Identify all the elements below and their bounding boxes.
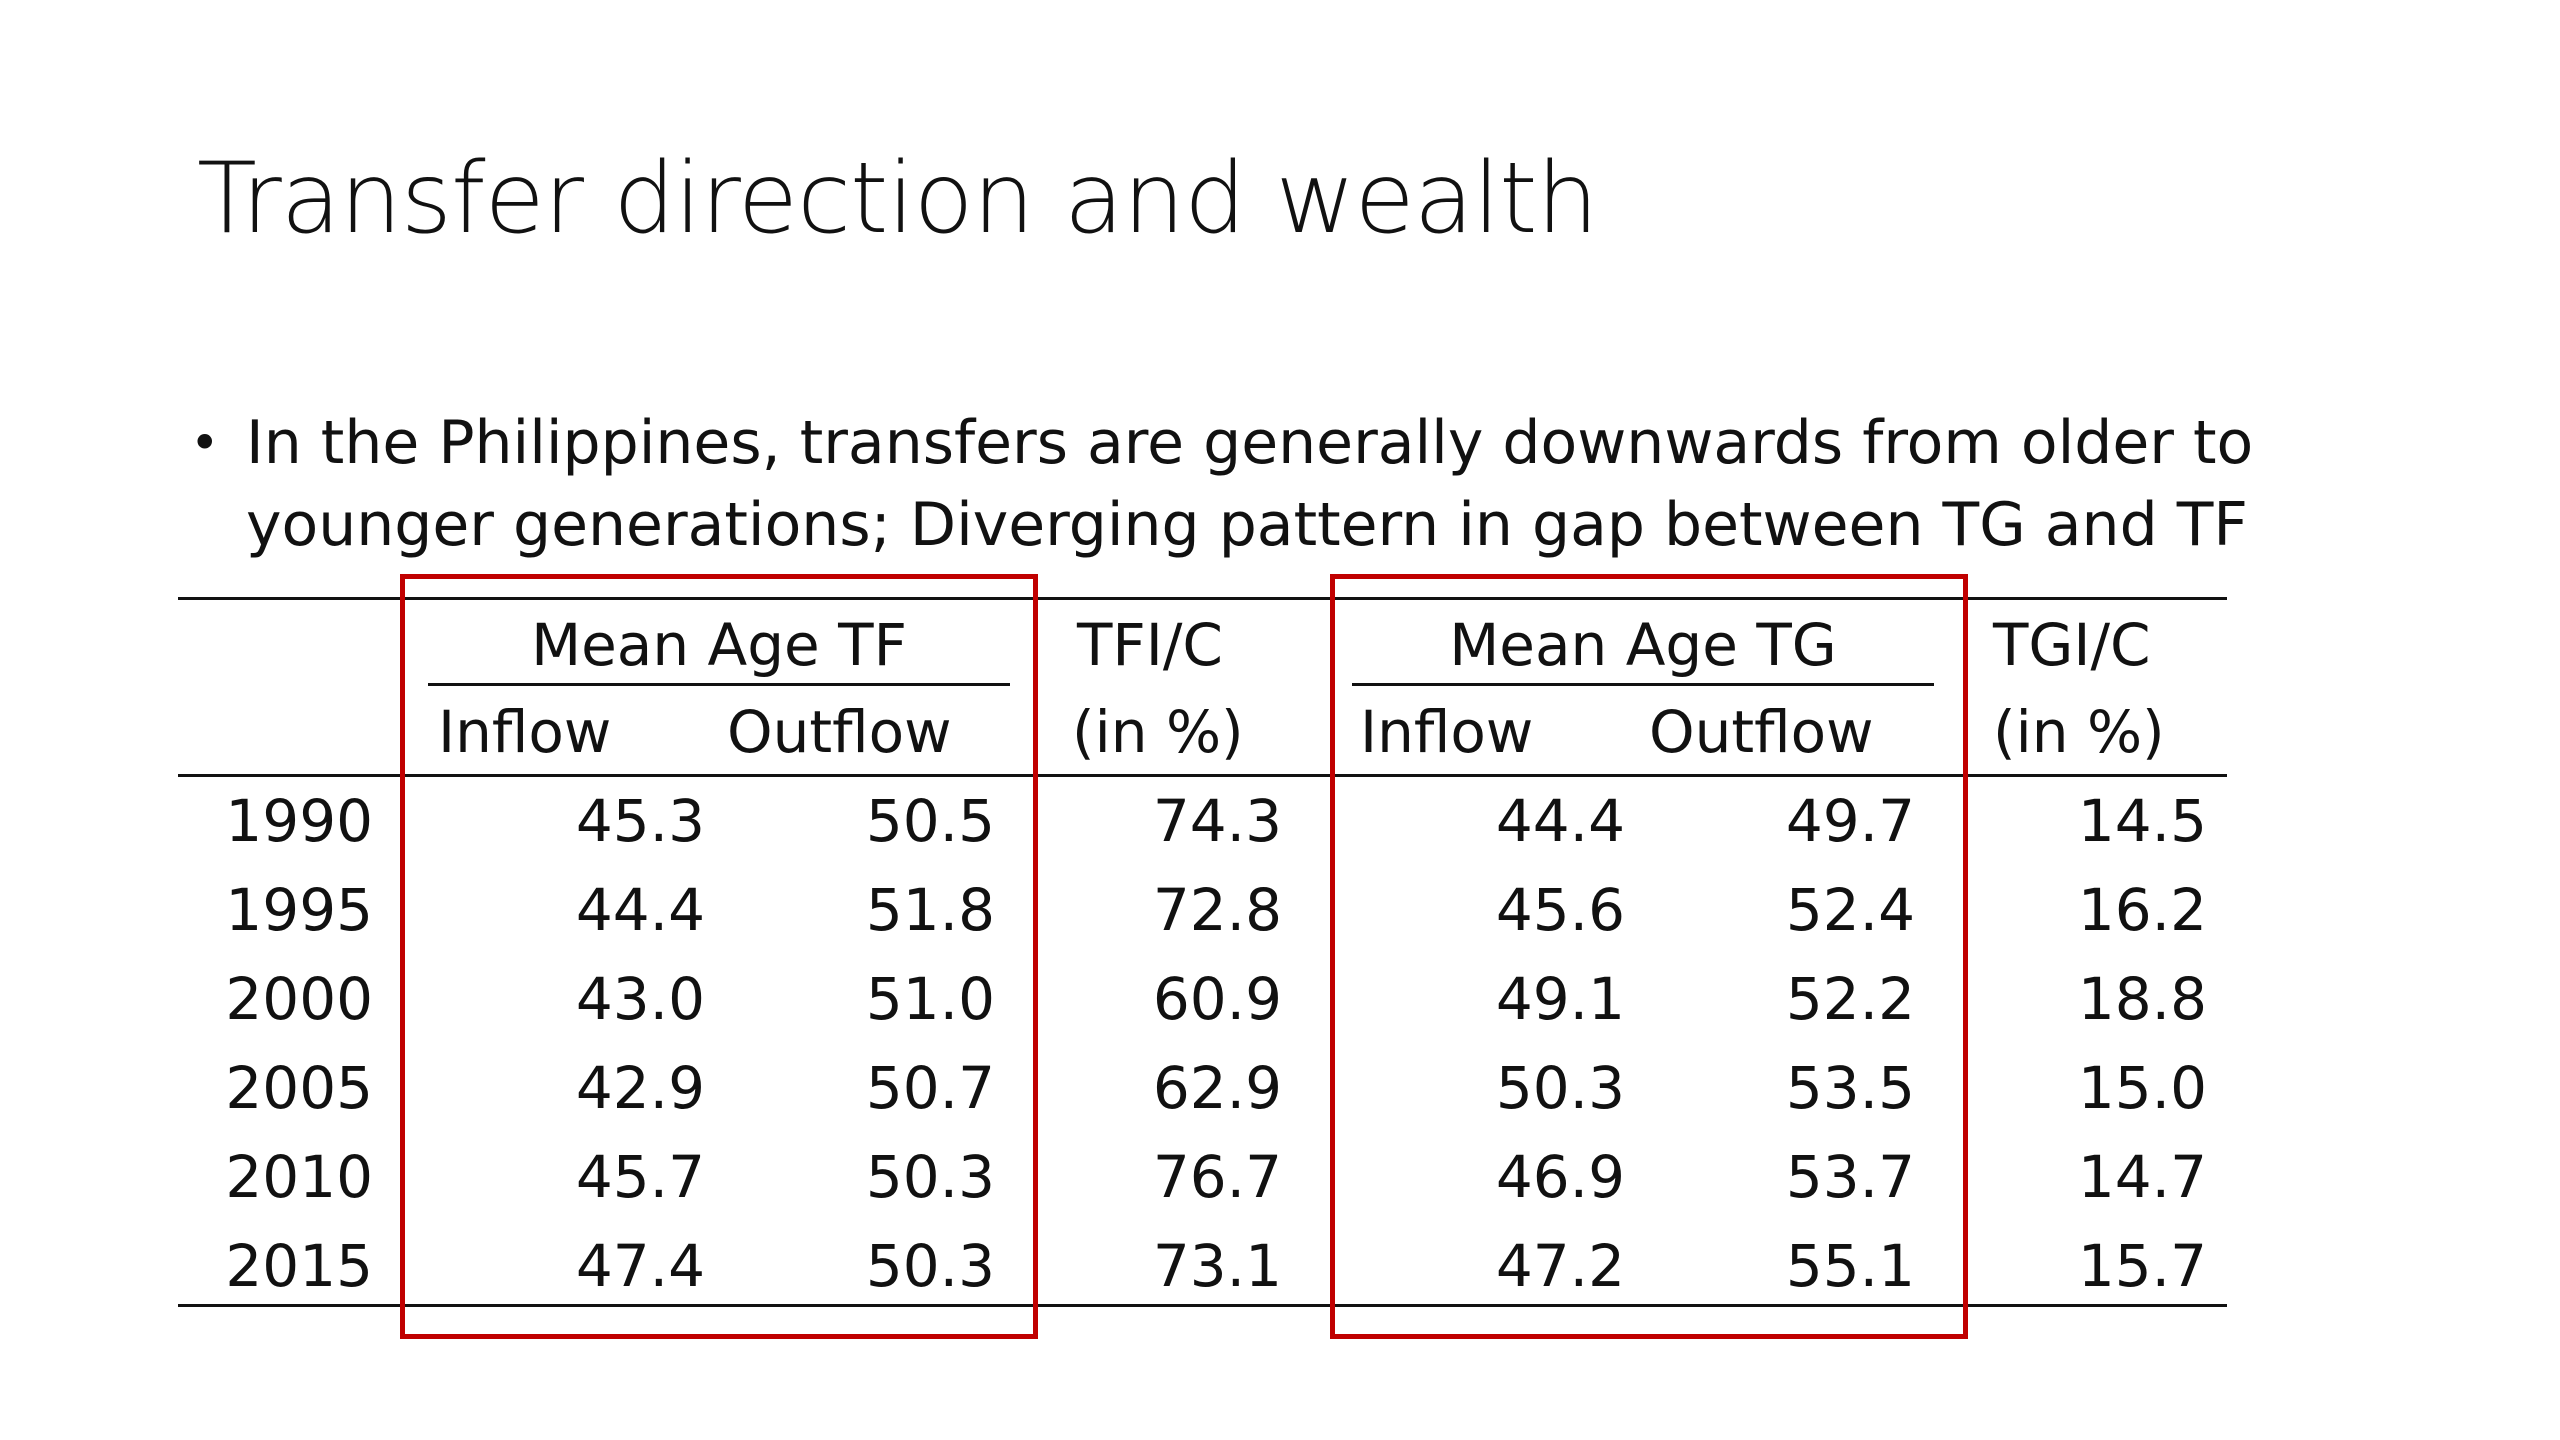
cell-tg-outflow: 53.7 xyxy=(1785,1143,1915,1211)
cell-tg-outflow: 52.4 xyxy=(1785,876,1915,944)
header-mean-age-tf: Mean Age TF xyxy=(531,611,907,679)
row-year: 2000 xyxy=(225,965,373,1033)
header-tg-inflow: Inflow xyxy=(1360,698,1534,766)
row-year: 2010 xyxy=(225,1143,373,1211)
cell-tf-inflow: 45.3 xyxy=(575,787,705,855)
cell-tf-outflow: 50.3 xyxy=(865,1143,995,1211)
cell-tfi-c: 72.8 xyxy=(1152,876,1282,944)
cell-tfi-c: 60.9 xyxy=(1152,965,1282,1033)
cell-tg-outflow: 55.1 xyxy=(1785,1232,1915,1300)
cell-tf-outflow: 50.3 xyxy=(865,1232,995,1300)
cell-tf-inflow: 47.4 xyxy=(575,1232,705,1300)
cell-tf-outflow: 51.0 xyxy=(865,965,995,1033)
header-tg-outflow: Outflow xyxy=(1649,698,1874,766)
cell-tg-inflow: 50.3 xyxy=(1495,1054,1625,1122)
tf-group-rule xyxy=(428,683,1010,686)
cell-tg-inflow: 47.2 xyxy=(1495,1232,1625,1300)
table-top-rule xyxy=(178,597,2227,600)
cell-tg-inflow: 44.4 xyxy=(1495,787,1625,855)
cell-tg-outflow: 52.2 xyxy=(1785,965,1915,1033)
row-year: 1995 xyxy=(225,876,373,944)
tg-group-rule xyxy=(1352,683,1934,686)
cell-tgi-c: 16.2 xyxy=(2077,876,2207,944)
bullet-marker: • xyxy=(190,414,220,472)
cell-tgi-c: 18.8 xyxy=(2077,965,2207,1033)
cell-tg-outflow: 53.5 xyxy=(1785,1054,1915,1122)
cell-tf-outflow: 51.8 xyxy=(865,876,995,944)
table-header-rule xyxy=(178,774,2227,777)
cell-tgi-c: 15.0 xyxy=(2077,1054,2207,1122)
bullet-text: In the Philippines, transfers are genera… xyxy=(246,408,2254,560)
cell-tfi-c: 73.1 xyxy=(1152,1232,1282,1300)
header-tgi-c-unit: (in %) xyxy=(1993,698,2165,766)
highlight-box-tg xyxy=(1330,574,1968,1339)
header-tfi-c-unit: (in %) xyxy=(1072,698,1244,766)
row-year: 2005 xyxy=(225,1054,373,1122)
cell-tf-outflow: 50.5 xyxy=(865,787,995,855)
cell-tg-outflow: 49.7 xyxy=(1785,787,1915,855)
cell-tgi-c: 14.5 xyxy=(2077,787,2207,855)
cell-tg-inflow: 49.1 xyxy=(1495,965,1625,1033)
table-bottom-rule xyxy=(178,1304,2227,1307)
row-year: 1990 xyxy=(225,787,373,855)
cell-tfi-c: 62.9 xyxy=(1152,1054,1282,1122)
cell-tgi-c: 15.7 xyxy=(2077,1232,2207,1300)
header-tf-inflow: Inflow xyxy=(438,698,612,766)
header-tfi-c: TFI/C xyxy=(1077,611,1223,679)
cell-tgi-c: 14.7 xyxy=(2077,1143,2207,1211)
cell-tf-inflow: 42.9 xyxy=(575,1054,705,1122)
cell-tf-inflow: 45.7 xyxy=(575,1143,705,1211)
highlight-box-tf xyxy=(400,574,1038,1339)
row-year: 2015 xyxy=(225,1232,373,1300)
cell-tfi-c: 74.3 xyxy=(1152,787,1282,855)
cell-tf-outflow: 50.7 xyxy=(865,1054,995,1122)
cell-tg-inflow: 46.9 xyxy=(1495,1143,1625,1211)
header-tf-outflow: Outflow xyxy=(727,698,952,766)
cell-tfi-c: 76.7 xyxy=(1152,1143,1282,1211)
slide-title: Transfer direction and wealth xyxy=(197,142,1599,256)
cell-tg-inflow: 45.6 xyxy=(1495,876,1625,944)
header-mean-age-tg: Mean Age TG xyxy=(1449,611,1837,679)
cell-tf-inflow: 44.4 xyxy=(575,876,705,944)
cell-tf-inflow: 43.0 xyxy=(575,965,705,1033)
header-tgi-c: TGI/C xyxy=(1993,611,2151,679)
